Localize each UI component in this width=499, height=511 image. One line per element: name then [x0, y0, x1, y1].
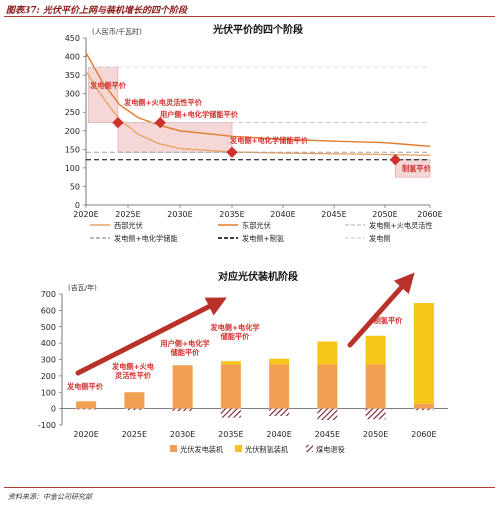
- x-tick-label: 2040E: [270, 210, 295, 219]
- x-tick-label: 2025E: [122, 430, 147, 439]
- y-tick-label: 700: [41, 290, 56, 299]
- x-tick-label: 2045E: [321, 210, 346, 219]
- x-tick-label: 2035E: [218, 430, 243, 439]
- x-tick-label: 2030E: [167, 210, 192, 219]
- x-tick-label: 2030E: [170, 430, 195, 439]
- legend-label: 发电侧+火电灵活性: [369, 221, 433, 230]
- phase-annotation: 发电侧+火电: [111, 362, 155, 371]
- legend-swatch: [235, 445, 242, 452]
- x-tick-label: 2060E: [411, 430, 436, 439]
- bar-segment-2: [124, 408, 145, 410]
- bar-segment-2: [220, 408, 241, 418]
- x-tick-label: 2025E: [115, 210, 140, 219]
- phase-annotation: 制氢平价: [374, 316, 404, 325]
- x-tick-label: 2020E: [73, 430, 98, 439]
- y-tick-label: 100: [41, 388, 56, 397]
- caption-rule: [4, 16, 495, 17]
- phase-annotation: 用户侧+电化学: [159, 339, 209, 348]
- phase-annotation: 储能平价: [220, 332, 251, 341]
- milestone-label: 发电侧平价: [89, 81, 127, 90]
- phase-annotation: 发电侧+电化学: [209, 323, 259, 332]
- source-rule: [4, 487, 495, 488]
- bar-segment-1: [365, 335, 386, 365]
- phase-annotation: 储能平价: [170, 348, 201, 357]
- y-tick-label: 0: [75, 201, 80, 210]
- x-tick-label: 2040E: [266, 430, 291, 439]
- milestone-marker: [389, 154, 402, 166]
- y-axis-unit: (吉瓦/年): [68, 283, 97, 292]
- y-tick-label: 400: [65, 53, 80, 62]
- bar-segment-1: [317, 341, 338, 365]
- price-phase-band-2: [395, 159, 431, 178]
- x-tick-label: 2020E: [73, 210, 98, 219]
- chart1-title: 光伏平价的四个阶段: [212, 23, 303, 36]
- x-tick-label: 2050E: [363, 430, 388, 439]
- bar-segment-2: [365, 408, 386, 420]
- installation-chart: 对应光伏装机阶段 (吉瓦/年) -100 0 100 200 300 400 500 600 700…: [38, 270, 448, 454]
- phase-annotation: 灵活性平价: [114, 371, 152, 380]
- y-tick-label: -100: [38, 421, 56, 430]
- milestone-label: 发电侧+火电灵活性平价: [123, 98, 203, 107]
- bar-segment-0: [413, 403, 434, 409]
- x-tick-label: 2035E: [219, 210, 244, 219]
- y-axis-unit: (人民币/千瓦时): [92, 27, 142, 36]
- milestone-label: 发电侧+电化学储能平价: [229, 136, 309, 145]
- bar-segment-2: [76, 408, 97, 410]
- y-tick-label: 200: [65, 127, 80, 136]
- y-tick-label: 600: [41, 306, 56, 315]
- bar-segment-0: [220, 364, 241, 409]
- bar-segment-0: [365, 364, 386, 409]
- y-tick-label: 0: [51, 405, 56, 414]
- chart2-title: 对应光伏装机阶段: [218, 270, 298, 283]
- source-note: 资料来源：中金公司研究部: [8, 493, 92, 501]
- y-tick-label: 150: [65, 145, 80, 154]
- legend-label: 光伏制氢装机: [245, 445, 289, 454]
- bar-segment-1: [269, 358, 290, 365]
- y-tick-label: 500: [41, 323, 56, 332]
- x-tick-label: 2060E: [417, 210, 442, 219]
- legend-swatch: [170, 445, 177, 452]
- legend-label: 煤电退役: [316, 445, 345, 454]
- y-tick-label: 250: [65, 108, 80, 117]
- series-line-0: [85, 71, 431, 156]
- bar-segment-0: [269, 364, 290, 409]
- legend-label: 发电侧: [369, 234, 391, 243]
- milestone-label: 用户侧+电化学储能平价: [159, 110, 239, 119]
- x-tick-label: 2045E: [315, 430, 340, 439]
- bar-segment-0: [317, 364, 338, 409]
- phase-annotation: 发电侧平价: [66, 382, 104, 391]
- y-tick-label: 50: [70, 182, 80, 191]
- bar-segment-1: [220, 361, 241, 365]
- bar-segment-2: [269, 408, 290, 416]
- bar-segment-1: [413, 303, 434, 404]
- milestone-label: 制氢平价: [402, 164, 432, 173]
- y-tick-label: 200: [41, 372, 56, 381]
- bar-segment-2: [413, 408, 434, 411]
- legend-label: 发电侧+制氢: [242, 234, 284, 243]
- bar-segment-0: [124, 392, 145, 409]
- y-tick-label: 100: [65, 164, 80, 173]
- bar-segment-0: [76, 401, 97, 409]
- legend-label: 光伏发电装机: [180, 445, 224, 454]
- bar-segment-2: [317, 408, 338, 421]
- bar-segment-2: [172, 408, 193, 412]
- y-tick-label: 400: [41, 339, 56, 348]
- milestone-marker: [226, 146, 238, 158]
- price-chart: 0 50 100 150 200 250 300 350 400 450 2020E 2025E 203…: [65, 23, 443, 243]
- y-tick-label: 300: [41, 356, 56, 365]
- figure-caption: 图表37: 光伏平价上网与装机增长的四个阶段: [6, 6, 187, 16]
- legend-swatch: [306, 445, 313, 452]
- legend-label: 发电侧+电化学储能: [114, 234, 178, 243]
- trend-arrow: [347, 272, 415, 348]
- legend-label: 东部光伏: [242, 221, 271, 230]
- bar-segment-0: [172, 365, 193, 409]
- legend-label: 西部光伏: [114, 221, 143, 230]
- y-tick-label: 300: [65, 90, 80, 99]
- series-line-1: [85, 52, 431, 148]
- y-tick-label: 450: [65, 34, 80, 43]
- y-tick-label: 350: [65, 71, 80, 80]
- trend-arrow: [75, 297, 227, 376]
- x-tick-label: 2050E: [372, 210, 397, 219]
